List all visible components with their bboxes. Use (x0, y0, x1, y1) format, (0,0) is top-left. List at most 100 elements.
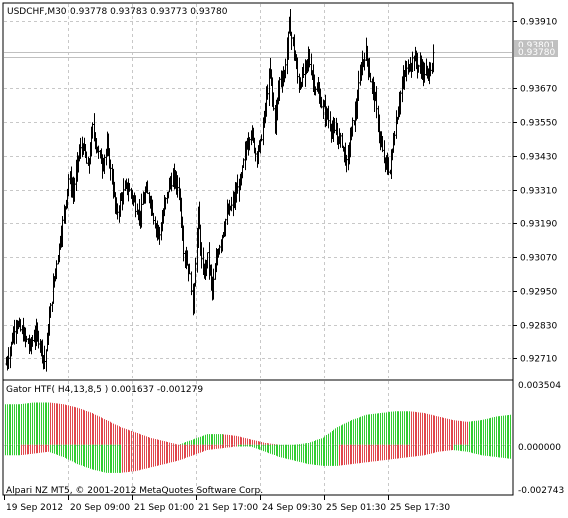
price-tick-label: 0.93190 (520, 220, 557, 230)
ohlc-bar (375, 86, 378, 119)
price-tick-label: 0.93670 (520, 85, 557, 95)
ohlc-bar (320, 96, 323, 109)
ohlc-bar (242, 158, 245, 168)
indicator-scale-top: 0.003504 (518, 381, 561, 391)
time-label: 21 Sep 17:00 (198, 503, 258, 513)
time-label: 21 Sep 01:00 (134, 503, 194, 513)
indicator-scale[interactable]: 0.003504 0.000000 -0.002743 (518, 381, 564, 496)
ohlc-bar (37, 330, 40, 349)
ohlc-bar (314, 86, 317, 96)
ohlc-bar (339, 132, 342, 148)
ohlc-bar (109, 159, 112, 181)
ohlc-bar (230, 196, 233, 212)
ohlc-bar (327, 105, 330, 129)
ohlc-bar (236, 174, 239, 194)
ohlc-bar (411, 51, 414, 73)
price-tick-label: 0.92950 (520, 288, 557, 298)
ohlc-bar (43, 345, 46, 369)
ohlc-bar (116, 203, 119, 220)
ohlc-bar (429, 62, 432, 77)
ohlc-bar (79, 137, 82, 159)
time-label: 25 Sep 01:30 (326, 503, 386, 513)
ohlc-bar (260, 134, 263, 142)
ohlc-label: 0.93778 0.93783 0.93773 0.93780 (70, 7, 228, 17)
ohlc-bar (432, 44, 435, 73)
ohlc-bar (13, 319, 16, 345)
ohlc-bar (67, 174, 70, 197)
ohlc-bar (170, 172, 173, 192)
gator-histogram (5, 402, 511, 473)
price-tick-label: 0.93070 (520, 254, 557, 264)
price-pane[interactable]: USDCHF,M30 0.93778 0.93783 0.93773 0.937… (2, 2, 514, 381)
bid-price-label: 0.93780 (518, 48, 555, 58)
ask-price-badge (514, 40, 558, 50)
ask-price-label: 0.93801 (518, 41, 555, 51)
ohlc-bar (164, 197, 167, 210)
ohlc-bar (152, 212, 155, 225)
ohlc-bar (55, 260, 58, 280)
copyright-label: Alpari NZ MT5, © 2001-2012 MetaQuotes So… (6, 486, 263, 496)
ohlc-bar (91, 122, 94, 139)
ohlc-bar (272, 92, 275, 111)
ohlc-bar (200, 242, 203, 269)
ohlc-bar (25, 335, 28, 343)
ohlc-bar (61, 216, 64, 247)
ohlc-bar (134, 195, 137, 218)
ohlc-bar (302, 63, 305, 79)
ohlc-bar (206, 252, 209, 269)
ohlc-bar (188, 263, 191, 275)
indicator-pane[interactable]: Gator HTF( H4,13,8,5 ) 0.001637 -0.00127… (2, 379, 514, 496)
ohlc-bar (19, 319, 22, 332)
ohlc-bar (417, 64, 420, 73)
ohlc-bar (405, 61, 408, 82)
time-scale[interactable]: 19 Sep 2012 20 Sep 09:00 21 Sep 01:00 21 Se… (4, 495, 451, 513)
ohlc-bar (31, 334, 34, 347)
ohlc-bar (182, 225, 185, 262)
price-tick-label: 0.93310 (520, 187, 557, 197)
ohlc-bar (176, 175, 179, 198)
price-scale[interactable]: 0.93910 0.93670 0.93550 0.93430 0.93310 0.931… (513, 18, 558, 365)
ohlc-bar (290, 31, 293, 51)
symbol-label: USDCHF,M30 (7, 7, 67, 17)
time-label: 24 Sep 09:30 (262, 503, 322, 513)
ohlc-bar (49, 303, 52, 318)
ohlc-bar (363, 52, 366, 71)
ohlc-bar (7, 347, 10, 369)
ohlc-bar (284, 58, 287, 79)
ohlc-bar (128, 183, 131, 192)
price-tick-label: 0.93430 (520, 153, 557, 163)
ohlc-bar (387, 157, 390, 176)
indicator-pane-frame (2, 379, 514, 496)
ohlc-bar (73, 177, 76, 202)
ohlc-bar (357, 70, 360, 102)
indicator-title: Gator HTF( H4,13,8,5 ) 0.001637 -0.00127… (6, 385, 203, 395)
ohlc-bar (248, 137, 251, 151)
ohlc-bar (224, 218, 227, 237)
ohlc-bar (308, 49, 311, 68)
ohlc-bar (158, 226, 161, 245)
ohlc-bar (122, 178, 125, 205)
ohlc-bar (254, 147, 257, 162)
price-tick-labels: 0.93910 0.93670 0.93550 0.93430 0.93310 0.931… (513, 18, 557, 365)
ohlc-bar (381, 135, 384, 153)
indicator-scale-bottom: -0.002743 (518, 486, 564, 496)
ohlc-bar (103, 154, 106, 174)
bid-price-badge (514, 47, 558, 57)
ohlc-bar (333, 117, 336, 134)
ohlc-bar (140, 193, 143, 228)
ohlc-bar (194, 257, 197, 287)
time-label: 19 Sep 2012 (6, 503, 63, 513)
ohlc-bar (351, 117, 354, 137)
ohlc-bar (266, 84, 269, 100)
time-label: 25 Sep 17:30 (390, 503, 450, 513)
ohlc-bar (212, 268, 215, 300)
price-bars (5, 8, 435, 372)
price-tick-label: 0.93910 (520, 18, 557, 28)
ohlc-bar (146, 180, 149, 194)
ohlc-bar (345, 154, 348, 173)
ohlc-bar (369, 72, 372, 83)
ohlc-bar (393, 130, 396, 146)
price-tick-label: 0.93550 (520, 119, 557, 129)
ohlc-bar (218, 244, 221, 255)
